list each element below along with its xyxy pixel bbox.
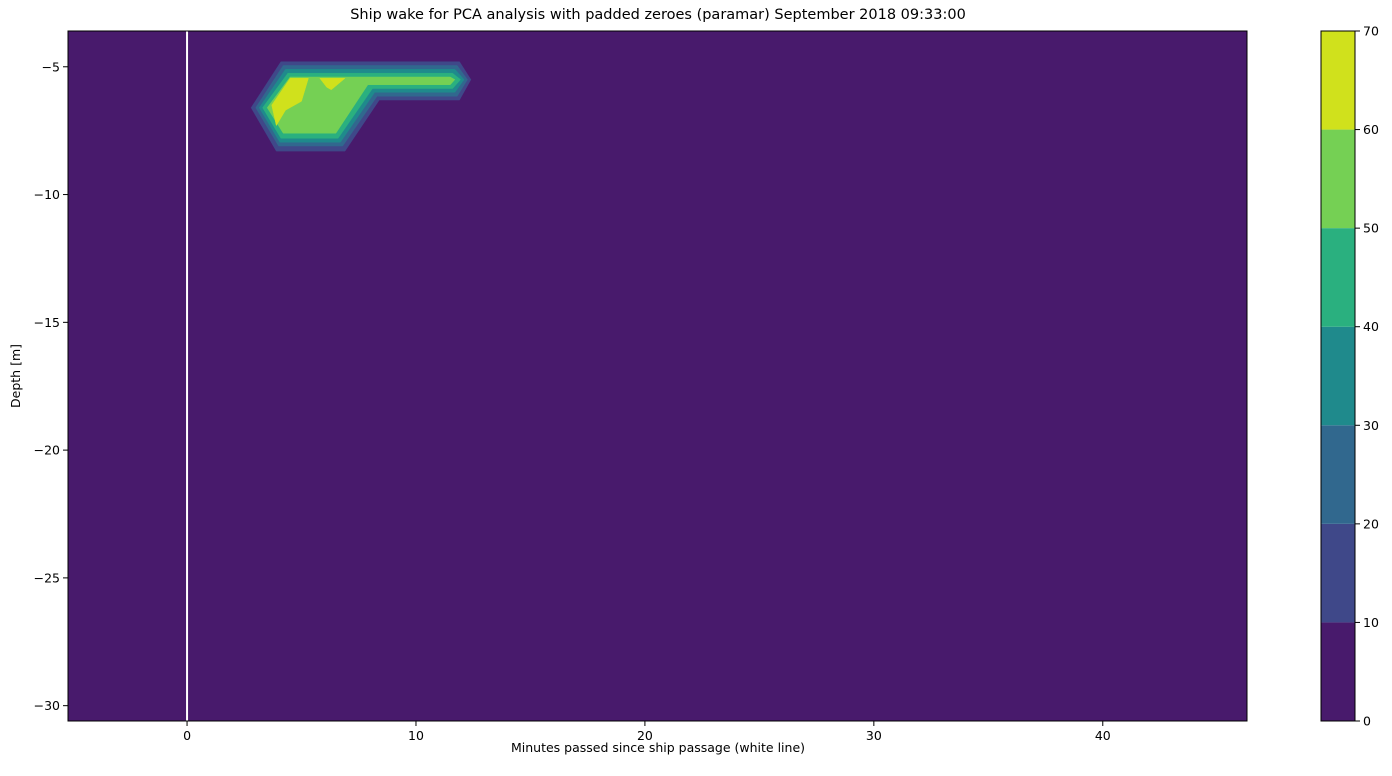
colorbar: 0 10 20 30 40 50 60 70: [1320, 24, 1379, 729]
colorbar-tick-label: 0: [1363, 714, 1371, 729]
plot-background: [68, 31, 1247, 721]
plot-frame: [67, 30, 1248, 722]
colorbar-segment: [1321, 326, 1355, 426]
x-tick-label: 40: [1095, 728, 1111, 743]
colorbar-tick-label: 20: [1363, 516, 1379, 531]
y-tick-label: −15: [34, 315, 60, 330]
colorbar-segment: [1321, 523, 1355, 623]
x-tick-label: 20: [637, 728, 653, 743]
y-tick-label: −10: [34, 187, 60, 202]
y-tick-label: −25: [34, 570, 60, 585]
colorbar-tick-label: 70: [1363, 24, 1379, 39]
colorbar-tick-label: 10: [1363, 615, 1379, 630]
colorbar-tick-label: 50: [1363, 221, 1379, 236]
y-tick-label: −30: [34, 698, 60, 713]
y-tick-label: −20: [34, 443, 60, 458]
y-axis: −5 −10 −15 −20 −25 −30: [34, 59, 68, 713]
x-tick-label: 0: [183, 728, 191, 743]
chart-title: Ship wake for PCA analysis with padded z…: [350, 7, 966, 23]
x-tick-label: 30: [866, 728, 882, 743]
x-axis: 0 10 20 30 40: [183, 721, 1111, 743]
x-tick-label: 10: [408, 728, 424, 743]
y-tick-label: −5: [42, 59, 60, 74]
plot-area: [67, 30, 1248, 722]
y-axis-title: Depth [m]: [8, 344, 23, 408]
colorbar-frame: [1320, 30, 1356, 722]
colorbar-tick-label: 40: [1363, 319, 1379, 334]
contour-region-60-70: [271, 78, 309, 127]
colorbar-segment: [1321, 129, 1355, 229]
contour-region-60-70: [319, 78, 346, 91]
contour-fill-group: [250, 61, 472, 152]
colorbar-segment: [1321, 31, 1355, 130]
colorbar-tick-label: 60: [1363, 122, 1379, 137]
contour-region-50-60: [266, 76, 456, 134]
x-axis-title: Minutes passed since ship passage (white…: [511, 740, 805, 755]
colorbar-segment: [1321, 425, 1355, 524]
colorbar-tick-label: 30: [1363, 418, 1379, 433]
colorbar-segment: [1321, 622, 1355, 721]
colorbar-segment: [1321, 228, 1355, 327]
